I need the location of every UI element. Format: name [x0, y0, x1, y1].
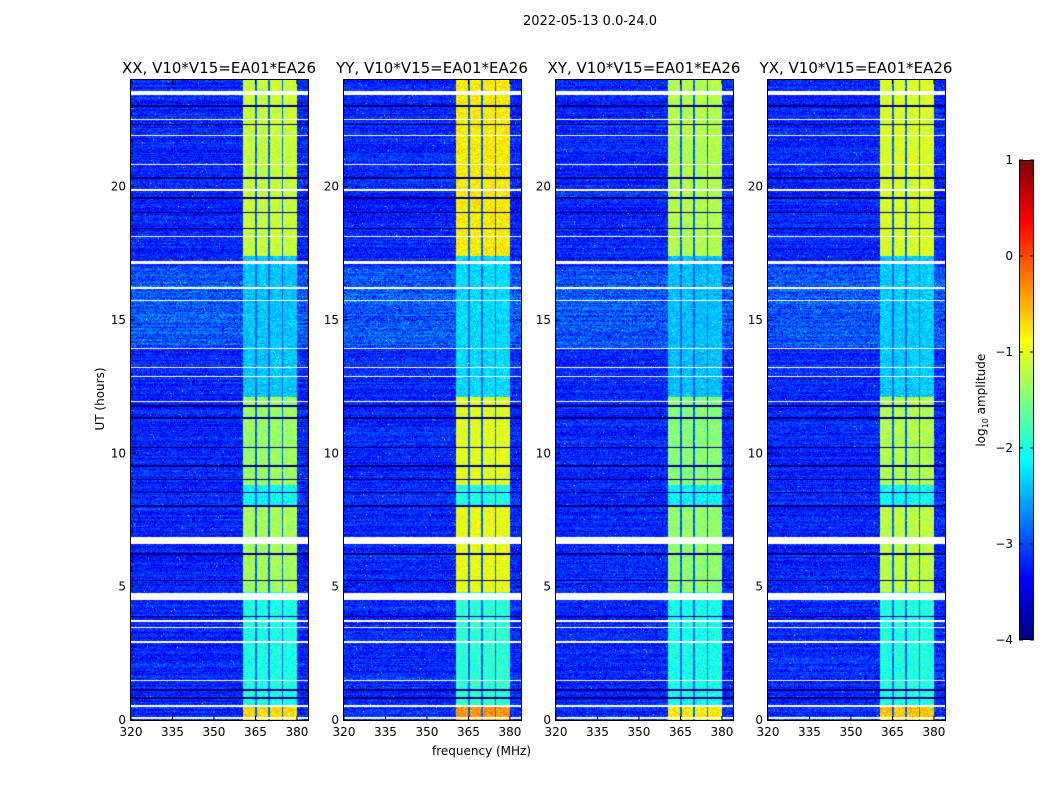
y-tick-label: 0: [543, 713, 551, 727]
x-tick-label: 380: [285, 725, 308, 739]
y-tick-label: 15: [536, 313, 551, 327]
heatmap-image: [344, 80, 521, 720]
y-tick-label: 20: [748, 180, 763, 194]
waterfall-panel: [343, 79, 522, 721]
y-tick-label: 15: [748, 313, 763, 327]
x-tick-label: 320: [757, 725, 780, 739]
y-tick-label: 10: [324, 446, 339, 460]
x-tick-label: 350: [628, 725, 651, 739]
colorbar-tick-label: −4: [995, 633, 1013, 647]
y-tick-label: 10: [111, 446, 126, 460]
figure-suptitle: 2022-05-13 0.0-24.0: [523, 14, 657, 29]
y-tick-label: 0: [331, 713, 339, 727]
x-tick-label: 350: [416, 725, 439, 739]
x-tick-label: 335: [374, 725, 397, 739]
x-tick-label: 380: [498, 725, 521, 739]
panel-title: XY, V10*V15=EA01*EA26: [547, 59, 741, 77]
x-tick-label: 350: [203, 725, 226, 739]
y-tick-label: 10: [536, 446, 551, 460]
x-tick-label: 335: [161, 725, 184, 739]
y-tick-label: 5: [755, 580, 763, 594]
y-tick-label: 15: [324, 313, 339, 327]
heatmap-image: [131, 80, 308, 720]
waterfall-panel: [555, 79, 734, 721]
x-tick-label: 365: [669, 725, 692, 739]
y-tick-label: 5: [543, 580, 551, 594]
y-tick-label: 20: [324, 180, 339, 194]
colorbar-tick-label: −2: [995, 441, 1013, 455]
x-tick-label: 380: [710, 725, 733, 739]
x-tick-label: 350: [840, 725, 863, 739]
x-tick-label: 320: [120, 725, 143, 739]
waterfall-panel: [767, 79, 946, 721]
heatmap-image: [556, 80, 733, 720]
colorbar-tick-label: 0: [1005, 249, 1013, 263]
y-tick-label: 0: [755, 713, 763, 727]
x-tick-label: 320: [333, 725, 356, 739]
colorbar-tick-label: −3: [995, 537, 1013, 551]
colorbar-gradient: [1020, 161, 1033, 639]
colorbar-tick-label: −1: [995, 345, 1013, 359]
heatmap-image: [768, 80, 945, 720]
panel-title: YY, V10*V15=EA01*EA26: [336, 59, 528, 77]
y-tick-label: 20: [536, 180, 551, 194]
x-axis-label: frequency (MHz): [432, 744, 532, 758]
y-tick-label: 0: [118, 713, 126, 727]
x-tick-label: 365: [244, 725, 267, 739]
x-tick-label: 320: [545, 725, 568, 739]
x-tick-label: 335: [586, 725, 609, 739]
x-tick-label: 380: [922, 725, 945, 739]
waterfall-panel: [130, 79, 309, 721]
y-tick-label: 5: [118, 580, 126, 594]
x-tick-label: 365: [881, 725, 904, 739]
colorbar-tick-label: 1: [1005, 153, 1013, 167]
y-tick-label: 20: [111, 180, 126, 194]
panel-title: YX, V10*V15=EA01*EA26: [759, 59, 953, 77]
x-tick-label: 335: [798, 725, 821, 739]
y-tick-label: 10: [748, 446, 763, 460]
y-tick-label: 5: [331, 580, 339, 594]
y-tick-label: 15: [111, 313, 126, 327]
colorbar: [1019, 160, 1034, 640]
x-tick-label: 365: [457, 725, 480, 739]
panel-title: XX, V10*V15=EA01*EA26: [121, 59, 316, 77]
